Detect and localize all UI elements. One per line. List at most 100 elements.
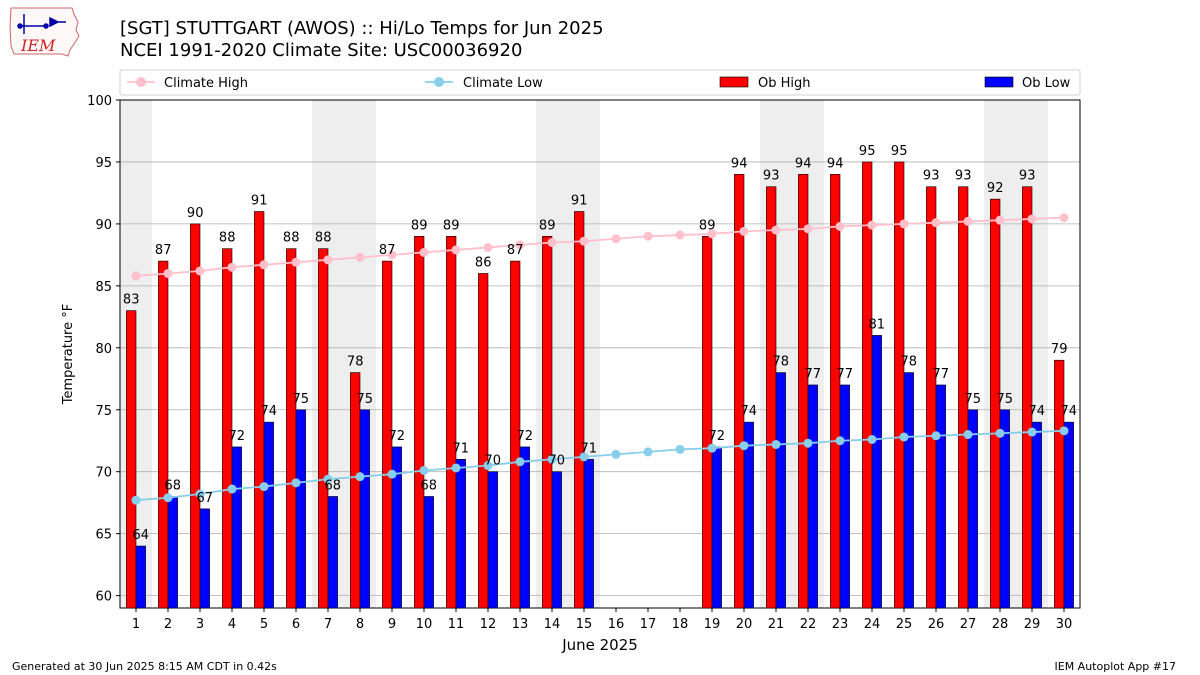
ob-high-bar-day-13 bbox=[510, 260, 521, 609]
x-axis-label: June 2025 bbox=[561, 636, 638, 654]
ob-high-bar-day-25 bbox=[894, 161, 905, 609]
x-tick-label-7: 7 bbox=[324, 617, 332, 632]
climate-low-point-day-13 bbox=[515, 457, 525, 467]
ob-low-label-day-9: 72 bbox=[389, 429, 406, 444]
climate-low-point-day-1 bbox=[131, 495, 141, 505]
x-tick-label-1: 1 bbox=[132, 617, 140, 632]
ob-high-label-day-6: 88 bbox=[283, 231, 300, 246]
x-tick-label-21: 21 bbox=[768, 617, 785, 632]
climate-low-point-day-25 bbox=[899, 432, 909, 442]
climate-low-point-day-22 bbox=[803, 438, 813, 448]
ob-high-label-day-7: 88 bbox=[315, 231, 332, 246]
y-tick-label-100: 100 bbox=[87, 94, 112, 109]
ob-low-bar-day-8 bbox=[359, 409, 370, 609]
ob-low-label-day-28: 75 bbox=[997, 392, 1014, 407]
x-tick-label-2: 2 bbox=[164, 617, 172, 632]
ob-low-bar-day-27 bbox=[967, 409, 978, 609]
y-tick-label-70: 70 bbox=[95, 466, 112, 481]
ob-high-label-day-10: 89 bbox=[411, 218, 428, 233]
x-tick-label-9: 9 bbox=[388, 617, 396, 632]
y-tick-label-65: 65 bbox=[95, 528, 112, 543]
x-tick-label-18: 18 bbox=[672, 617, 689, 632]
x-tick-label-25: 25 bbox=[896, 617, 913, 632]
y-tick-label-75: 75 bbox=[95, 404, 112, 419]
legend-ob-low-swatch bbox=[984, 76, 1014, 88]
climate-low-point-day-28 bbox=[995, 428, 1005, 438]
x-tick-label-26: 26 bbox=[928, 617, 945, 632]
x-tick-label-3: 3 bbox=[196, 617, 204, 632]
climate-high-point-day-17 bbox=[643, 231, 653, 241]
ob-low-label-day-27: 75 bbox=[965, 392, 982, 407]
weather-station-icon bbox=[17, 14, 66, 34]
legend-climate-low-marker bbox=[434, 77, 444, 87]
ob-low-bar-day-29 bbox=[1031, 421, 1042, 609]
ob-high-bar-day-11 bbox=[446, 235, 457, 609]
x-tick-label-8: 8 bbox=[356, 617, 364, 632]
x-tick-label-16: 16 bbox=[608, 617, 625, 632]
iowa-state-outline bbox=[9, 7, 80, 57]
climate-high-point-day-3 bbox=[195, 266, 205, 276]
ob-low-bar-day-9 bbox=[391, 446, 402, 609]
ob-high-label-day-9: 87 bbox=[379, 243, 396, 258]
climate-low-point-day-9 bbox=[387, 469, 397, 479]
ob-low-label-day-1: 64 bbox=[133, 528, 150, 543]
climate-high-point-day-8 bbox=[355, 252, 365, 262]
legend-ob-high-swatch bbox=[719, 76, 749, 88]
ob-low-bar-day-30 bbox=[1063, 421, 1074, 609]
climate-low-point-day-3 bbox=[195, 489, 205, 499]
ob-high-bar-day-7 bbox=[318, 248, 329, 609]
y-tick-label-95: 95 bbox=[95, 156, 112, 171]
climate-high-point-day-23 bbox=[835, 221, 845, 231]
ob-low-label-day-7: 68 bbox=[325, 478, 342, 493]
chart-subtitle: NCEI 1991-2020 Climate Site: USC00036920 bbox=[120, 40, 523, 61]
x-tick-label-11: 11 bbox=[448, 617, 465, 632]
ob-low-bar-day-10 bbox=[423, 496, 434, 609]
ob-high-bar-day-26 bbox=[926, 186, 937, 609]
ob-high-bar-day-14 bbox=[542, 235, 553, 609]
climate-high-point-day-27 bbox=[963, 216, 973, 226]
x-tick-label-23: 23 bbox=[832, 617, 849, 632]
x-tick-label-20: 20 bbox=[736, 617, 753, 632]
ob-high-bar-day-19 bbox=[702, 235, 713, 609]
ob-high-bar-day-15 bbox=[574, 211, 585, 609]
climate-low-point-day-18 bbox=[675, 444, 685, 454]
ob-high-label-day-20: 94 bbox=[731, 156, 748, 171]
legend-frame bbox=[119, 69, 1081, 96]
ob-high-label-day-1: 83 bbox=[123, 293, 140, 308]
ob-high-bar-day-3 bbox=[190, 223, 201, 609]
ob-high-bar-day-10 bbox=[414, 235, 425, 609]
ob-low-label-day-8: 75 bbox=[357, 392, 374, 407]
ob-low-label-day-2: 68 bbox=[165, 478, 182, 493]
climate-low-point-day-27 bbox=[963, 430, 973, 440]
climate-low-point-day-20 bbox=[739, 441, 749, 451]
ob-high-bar-day-23 bbox=[830, 174, 841, 609]
ob-low-label-day-5: 74 bbox=[261, 404, 278, 419]
climate-high-point-day-16 bbox=[611, 234, 621, 244]
ob-high-bar-day-2 bbox=[158, 260, 169, 609]
climate-high-line bbox=[135, 216, 1065, 277]
ob-high-label-day-14: 89 bbox=[539, 218, 556, 233]
ob-high-bar-day-12 bbox=[478, 273, 489, 609]
x-tick-label-22: 22 bbox=[800, 617, 817, 632]
climate-high-point-day-5 bbox=[259, 260, 269, 270]
x-tick-label-13: 13 bbox=[512, 617, 529, 632]
ob-high-bar-day-21 bbox=[766, 186, 777, 609]
ob-low-label-day-12: 70 bbox=[485, 454, 502, 469]
footer-generated: Generated at 30 Jun 2025 8:15 AM CDT in … bbox=[12, 660, 277, 673]
ob-low-bar-day-6 bbox=[295, 409, 306, 609]
ob-low-bar-day-15 bbox=[583, 459, 594, 609]
x-tick-label-5: 5 bbox=[260, 617, 268, 632]
climate-low-point-day-12 bbox=[483, 461, 493, 471]
ob-low-bar-day-23 bbox=[839, 384, 850, 609]
x-tick-label-17: 17 bbox=[640, 617, 657, 632]
y-tick-label-90: 90 bbox=[95, 218, 112, 233]
ob-high-bar-day-28 bbox=[990, 198, 1001, 609]
ob-high-bar-day-6 bbox=[286, 248, 297, 609]
ob-high-label-day-5: 91 bbox=[251, 194, 268, 209]
ob-low-label-day-3: 67 bbox=[197, 491, 214, 506]
climate-high-point-day-24 bbox=[867, 220, 877, 230]
ob-low-bar-day-22 bbox=[807, 384, 818, 609]
ob-high-label-day-24: 95 bbox=[859, 144, 876, 159]
climate-high-point-day-4 bbox=[227, 262, 237, 272]
climate-high-point-day-18 bbox=[675, 230, 685, 240]
